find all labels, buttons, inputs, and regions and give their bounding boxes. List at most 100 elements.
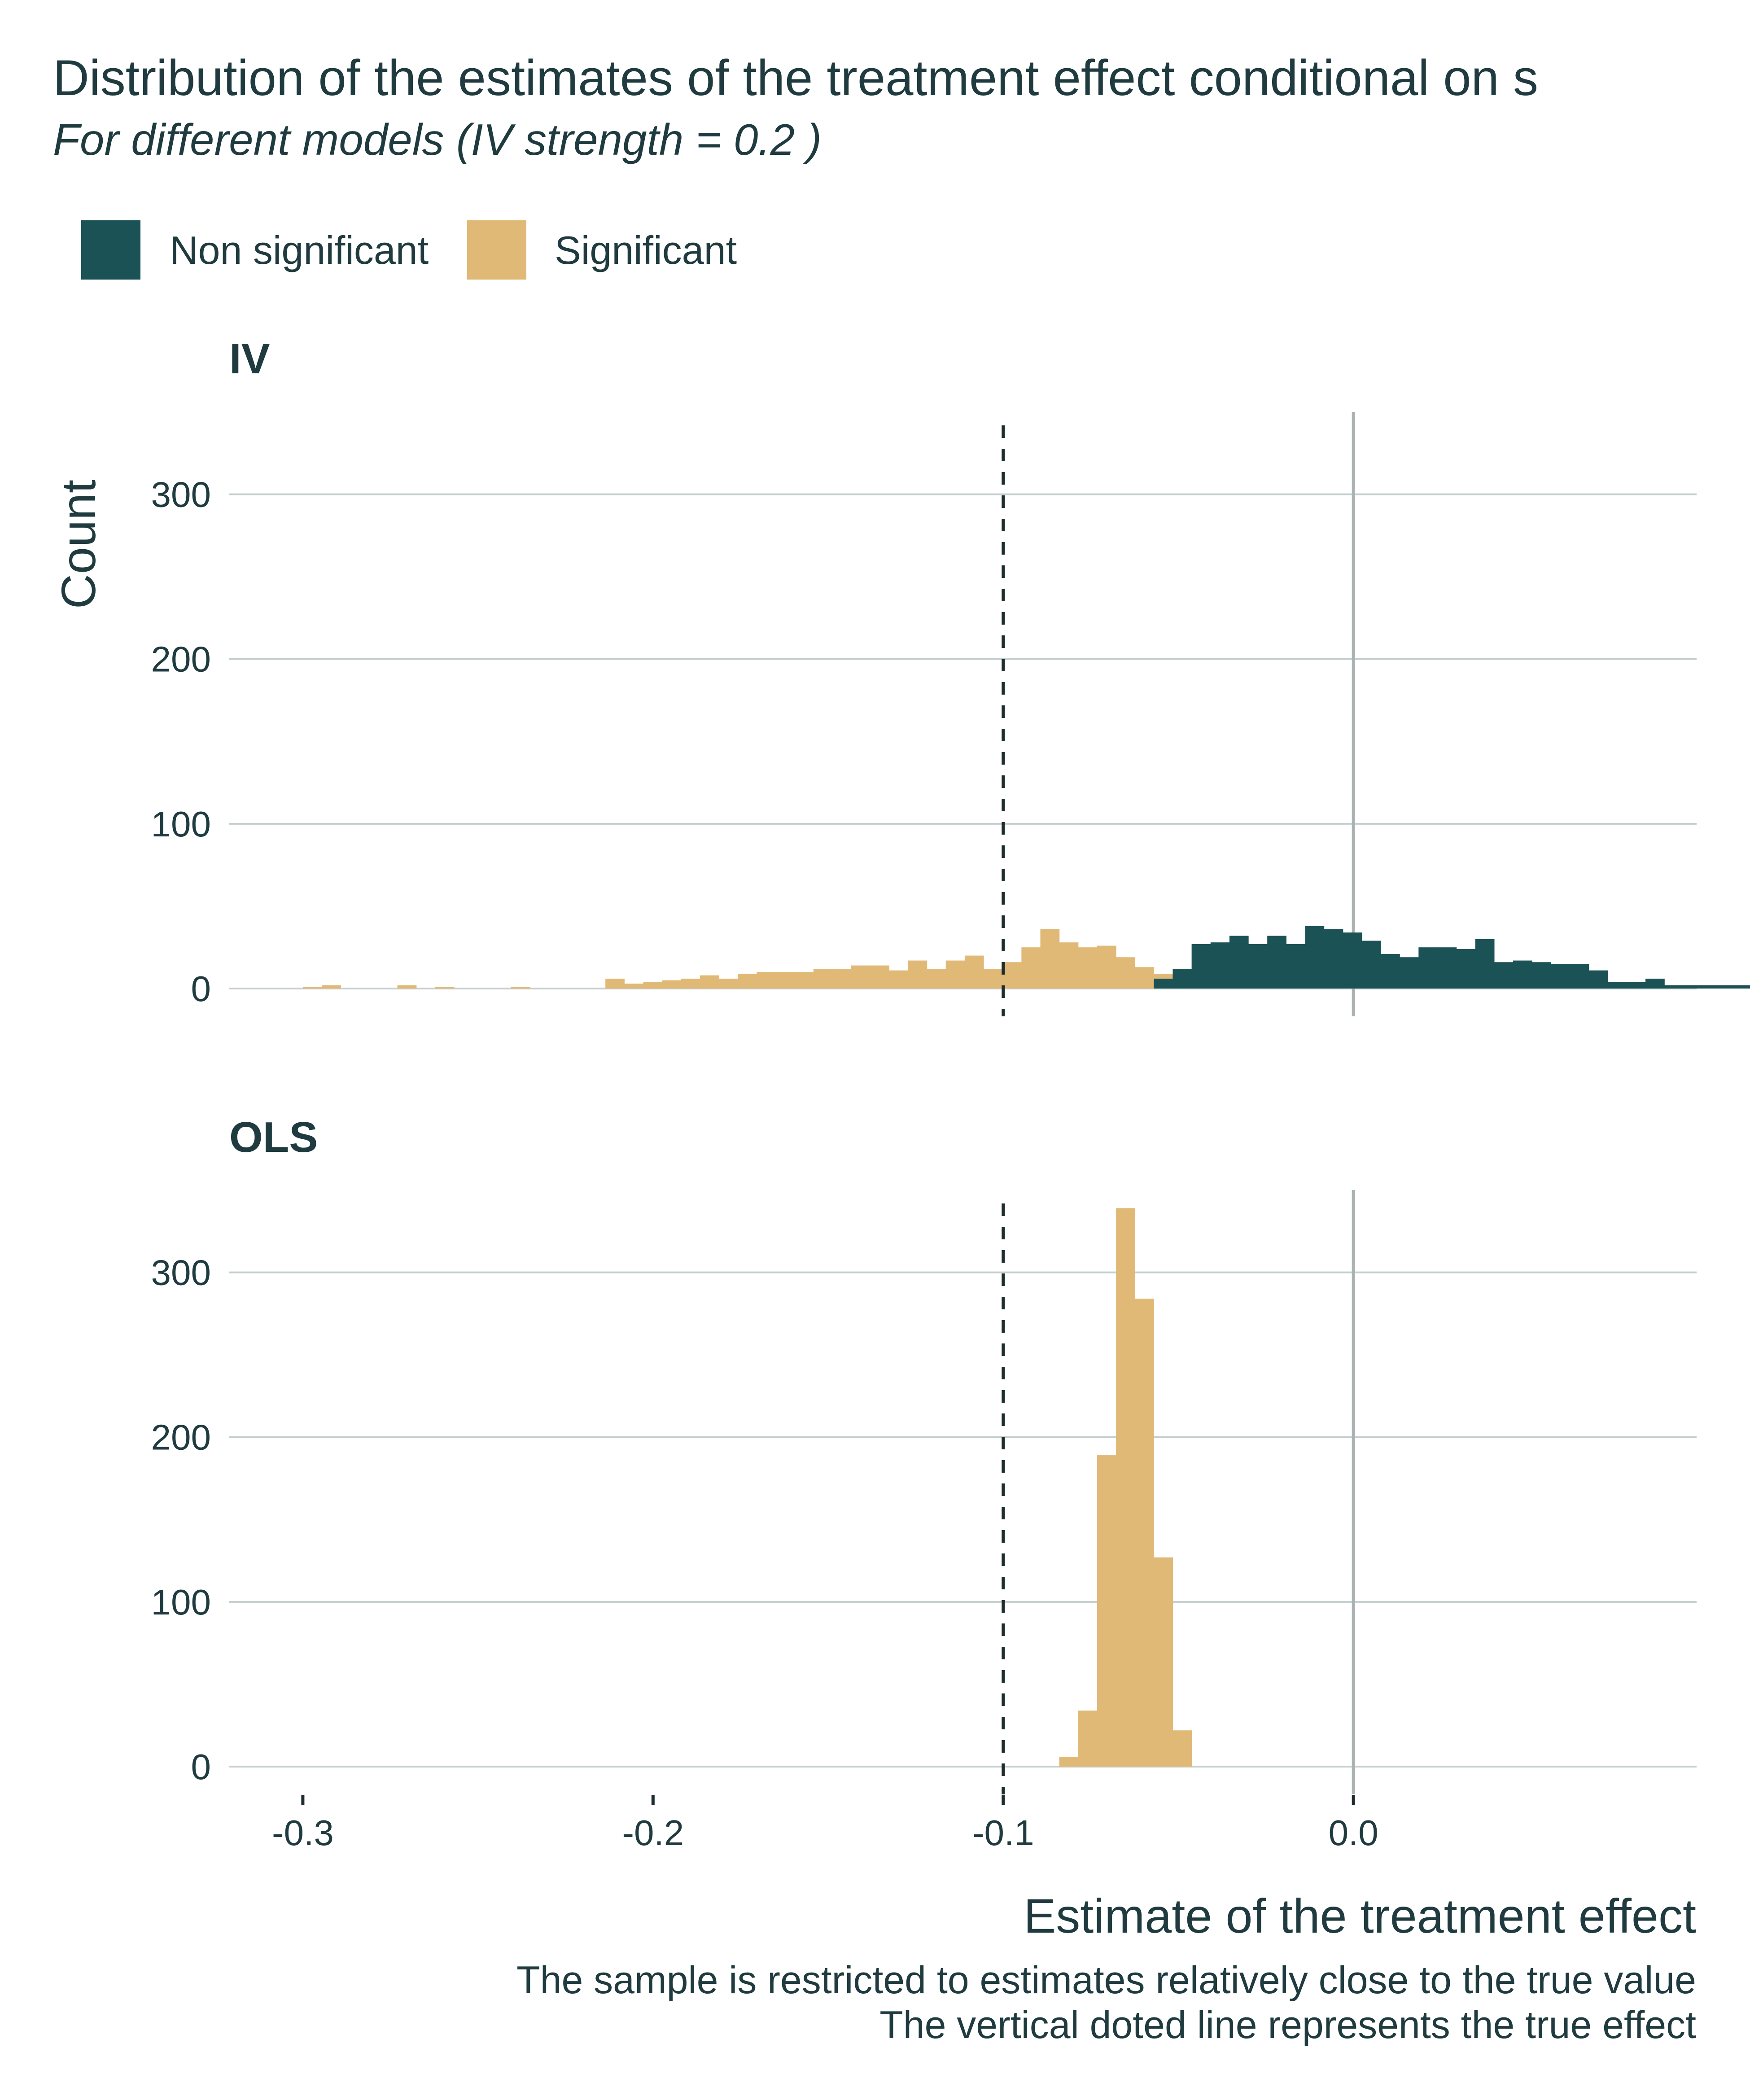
bar-iv-non-significant-55 (1343, 932, 1362, 989)
bar-iv-significant-31 (889, 970, 909, 989)
bar-iv-significant-18 (643, 982, 663, 989)
bar-iv-non-significant-74 (1702, 985, 1722, 989)
bar-iv-significant-29 (851, 965, 871, 989)
bar-ols-significant-41 (1078, 1711, 1098, 1767)
legend-label-significant: Significant (555, 228, 737, 272)
bar-iv-significant-25 (775, 972, 795, 989)
bar-iv-non-significant-75 (1721, 985, 1741, 989)
y-tick-label-iv-100: 100 (151, 804, 211, 844)
bar-iv-non-significant-52 (1286, 944, 1306, 989)
bar-iv-non-significant-49 (1229, 936, 1249, 989)
y-tick-label-iv-300: 300 (151, 475, 211, 515)
bar-iv-non-significant-47 (1191, 944, 1211, 989)
bar-iv-non-significant-54 (1324, 929, 1343, 989)
bar-iv-non-significant-48 (1210, 942, 1230, 989)
bar-iv-non-significant-66 (1551, 963, 1571, 989)
y-tick-label-ols-100: 100 (151, 1582, 211, 1622)
bar-iv-significant-44 (1135, 967, 1154, 989)
chart-title: Distribution of the estimates of the tre… (53, 50, 1538, 106)
bar-iv-non-significant-64 (1513, 960, 1532, 989)
y-tick-label-iv-200: 200 (151, 639, 211, 679)
bar-iv-non-significant-58 (1400, 957, 1419, 989)
bar-iv-significant-43 (1116, 957, 1135, 989)
x-tick-label-0: -0.3 (272, 1813, 334, 1853)
caption-line-1: The sample is restricted to estimates re… (516, 1959, 1696, 2002)
bar-iv-significant-20 (681, 978, 700, 989)
bar-ols-significant-43 (1116, 1208, 1135, 1767)
bar-iv-significant-42 (1097, 945, 1116, 989)
bar-iv-non-significant-61 (1456, 949, 1476, 989)
x-tick-label-1: -0.2 (622, 1813, 684, 1853)
bar-iv-significant-33 (927, 968, 946, 989)
bar-ols-significant-40 (1059, 1756, 1079, 1767)
chart-subtitle: For different models (IV strength = 0.2 … (53, 115, 822, 164)
x-axis-title: Estimate of the treatment effect (1024, 1889, 1696, 1943)
legend: Non significant Significant (81, 220, 737, 280)
bar-ols-significant-45 (1154, 1557, 1173, 1767)
bar-iv-non-significant-56 (1361, 941, 1381, 989)
bar-iv-non-significant-71 (1645, 978, 1665, 989)
caption-line-2: The vertical doted line represents the t… (879, 2004, 1696, 2047)
bar-iv-significant-37 (1002, 962, 1022, 989)
panel-iv: 0 100 200 300 (151, 412, 1750, 1016)
bar-iv-significant-28 (832, 968, 852, 989)
panel-ols: 0 100 200 300 (151, 1190, 1697, 1794)
bar-iv-non-significant-65 (1532, 962, 1551, 989)
legend-swatch-significant (467, 220, 526, 280)
bar-iv-significant-39 (1040, 929, 1060, 989)
bar-iv-significant-17 (624, 983, 644, 989)
x-tick-label-3: 0.0 (1329, 1813, 1378, 1853)
bar-iv-non-significant-73 (1683, 985, 1703, 989)
bar-iv-non-significant-76 (1740, 985, 1750, 989)
bar-iv-significant-38 (1021, 947, 1041, 989)
bar-ols-significant-46 (1172, 1730, 1192, 1767)
bar-iv-significant-22 (719, 978, 738, 989)
bar-iv-significant-32 (908, 960, 928, 989)
x-axis: -0.3 -0.2 -0.1 0.0 (272, 1795, 1378, 1853)
bar-iv-non-significant-59 (1418, 947, 1438, 989)
y-tick-label-ols-0: 0 (191, 1747, 211, 1787)
bar-iv-non-significant-63 (1494, 962, 1514, 989)
y-tick-label-ols-300: 300 (151, 1253, 211, 1293)
bar-iv-non-significant-45 (1154, 978, 1173, 989)
bar-iv-significant-34 (945, 960, 965, 989)
y-axis-title: Count (51, 480, 105, 609)
bar-iv-significant-24 (757, 972, 776, 989)
bar-iv-significant-41 (1078, 947, 1098, 989)
y-tick-label-ols-200: 200 (151, 1418, 211, 1457)
bar-iv-significant-27 (813, 968, 833, 989)
bar-iv-non-significant-70 (1626, 982, 1646, 989)
bar-iv-significant-0 (302, 987, 322, 989)
bar-ols-significant-42 (1097, 1455, 1116, 1767)
bar-iv-significant-21 (700, 975, 719, 989)
bar-iv-non-significant-67 (1570, 963, 1589, 989)
bar-ols-significant-44 (1135, 1299, 1154, 1767)
bar-iv-non-significant-53 (1305, 926, 1325, 989)
bar-iv-non-significant-68 (1588, 970, 1608, 989)
panel-label-ols: OLS (229, 1113, 318, 1161)
bar-iv-significant-23 (738, 973, 757, 989)
bar-iv-significant-26 (794, 972, 814, 989)
bar-iv-significant-30 (870, 965, 889, 989)
bar-iv-significant-40 (1059, 942, 1079, 989)
bar-iv-non-significant-62 (1475, 939, 1495, 989)
legend-swatch-non-significant (81, 220, 140, 280)
bar-iv-non-significant-57 (1381, 954, 1400, 989)
bar-iv-non-significant-69 (1607, 982, 1627, 989)
bar-iv-significant-36 (984, 968, 1003, 989)
bar-iv-significant-35 (964, 955, 984, 989)
bar-iv-non-significant-51 (1267, 936, 1286, 989)
bar-iv-significant-1 (322, 985, 341, 989)
bar-iv-significant-16 (605, 978, 625, 989)
panel-label-iv: IV (229, 335, 270, 383)
y-tick-label-iv-0: 0 (191, 969, 211, 1009)
bar-iv-significant-5 (397, 985, 417, 989)
bar-iv-non-significant-72 (1664, 985, 1684, 989)
bar-iv-significant-19 (662, 980, 682, 989)
bar-iv-significant-7 (435, 987, 455, 989)
legend-label-non-significant: Non significant (170, 228, 429, 272)
bar-iv-non-significant-50 (1248, 944, 1268, 989)
bar-iv-non-significant-60 (1437, 947, 1457, 989)
x-tick-label-2: -0.1 (972, 1813, 1034, 1853)
